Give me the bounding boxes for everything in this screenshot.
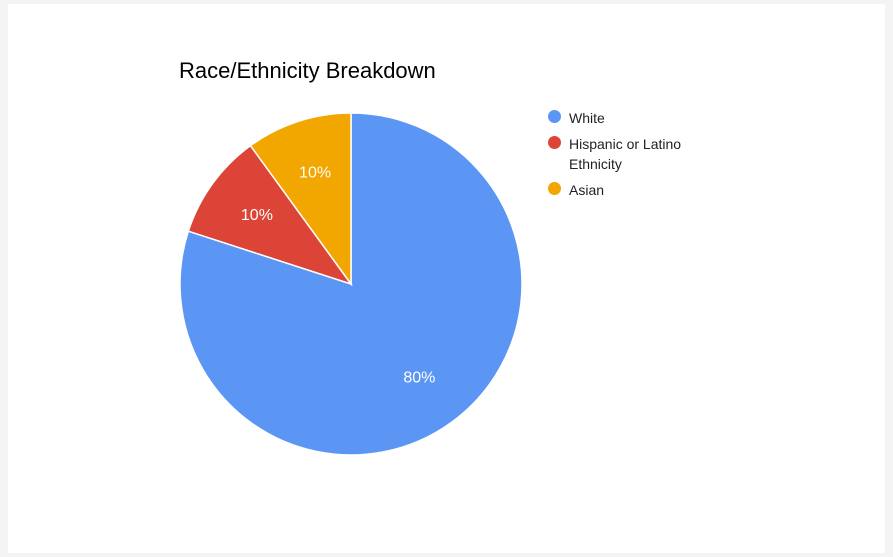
legend-item-asian[interactable]: Asian: [548, 180, 748, 200]
legend-swatch-icon: [548, 110, 561, 123]
legend-swatch-icon: [548, 182, 561, 195]
pie-slice-asian[interactable]: [249, 112, 352, 287]
slice-data-label-white: 80%: [403, 369, 435, 386]
pie-chart: 80% 10% 10%: [179, 112, 523, 456]
legend: White Hispanic or Latino Ethnicity Asian: [548, 108, 748, 206]
chart-card: Race/Ethnicity Breakdown 80% 10% 10% White…: [8, 4, 885, 553]
pie-slice-hispanic-latino[interactable]: [187, 144, 353, 286]
legend-label: White: [569, 110, 605, 126]
pie-slice-white[interactable]: [179, 112, 523, 456]
legend-label: Asian: [569, 182, 605, 198]
legend-label: Hispanic or Latino Ethnicity: [569, 136, 682, 172]
chart-title: Race/Ethnicity Breakdown: [179, 58, 436, 83]
slice-data-label-hispanic-latino: 10%: [241, 207, 273, 224]
legend-item-hispanic-latino[interactable]: Hispanic or Latino Ethnicity: [548, 134, 748, 174]
slice-data-label-asian: 10%: [299, 165, 331, 182]
legend-item-white[interactable]: White: [548, 108, 748, 128]
legend-swatch-icon: [548, 136, 561, 149]
